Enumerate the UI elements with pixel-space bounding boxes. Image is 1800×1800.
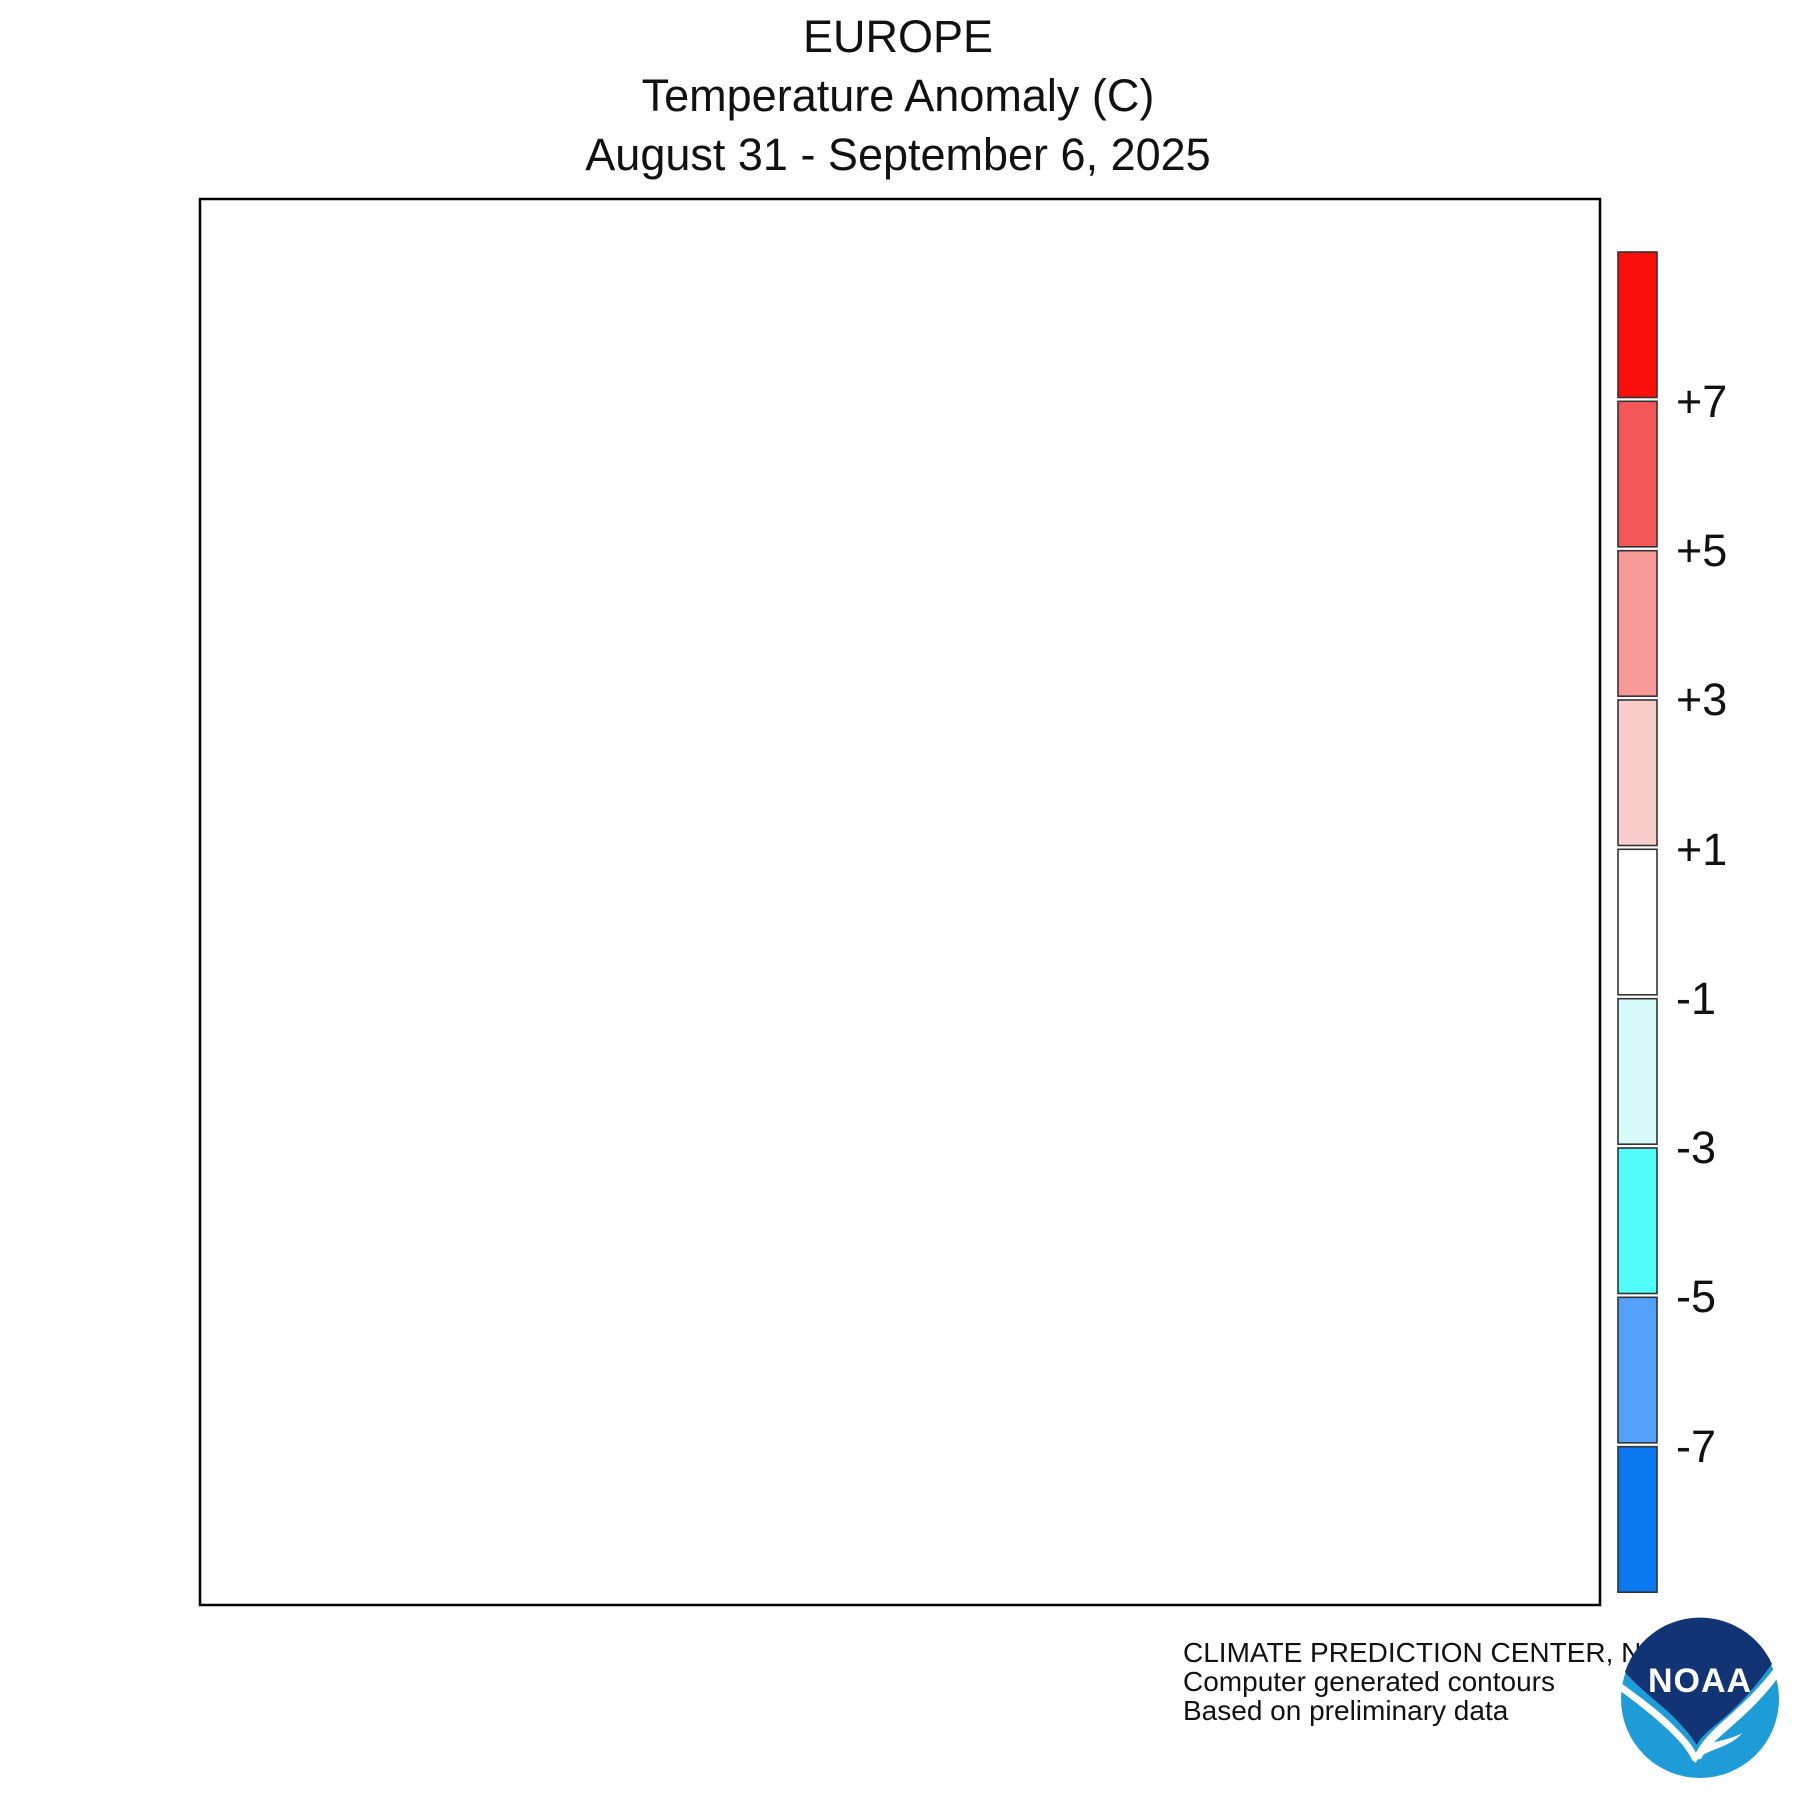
svg-text:-7: -7 xyxy=(1676,1421,1716,1472)
svg-text:Computer generated contours: Computer generated contours xyxy=(1183,1666,1555,1697)
svg-text:Temperature Anomaly (C): Temperature Anomaly (C) xyxy=(642,70,1155,121)
svg-text:-5: -5 xyxy=(1676,1271,1716,1322)
svg-text:EUROPE: EUROPE xyxy=(803,11,993,62)
svg-text:+7: +7 xyxy=(1676,376,1727,427)
svg-text:-3: -3 xyxy=(1676,1122,1716,1173)
svg-text:NOAA: NOAA xyxy=(1648,1662,1752,1700)
svg-text:+3: +3 xyxy=(1676,674,1727,725)
svg-text:+5: +5 xyxy=(1676,525,1727,576)
svg-text:Based on preliminary data: Based on preliminary data xyxy=(1183,1695,1509,1726)
svg-text:August 31 - September 6, 2025: August 31 - September 6, 2025 xyxy=(585,129,1210,180)
svg-text:+1: +1 xyxy=(1676,824,1727,875)
svg-text:-1: -1 xyxy=(1676,973,1716,1024)
svg-text:CLIMATE PREDICTION CENTER, NOA: CLIMATE PREDICTION CENTER, NOAA xyxy=(1183,1637,1701,1668)
